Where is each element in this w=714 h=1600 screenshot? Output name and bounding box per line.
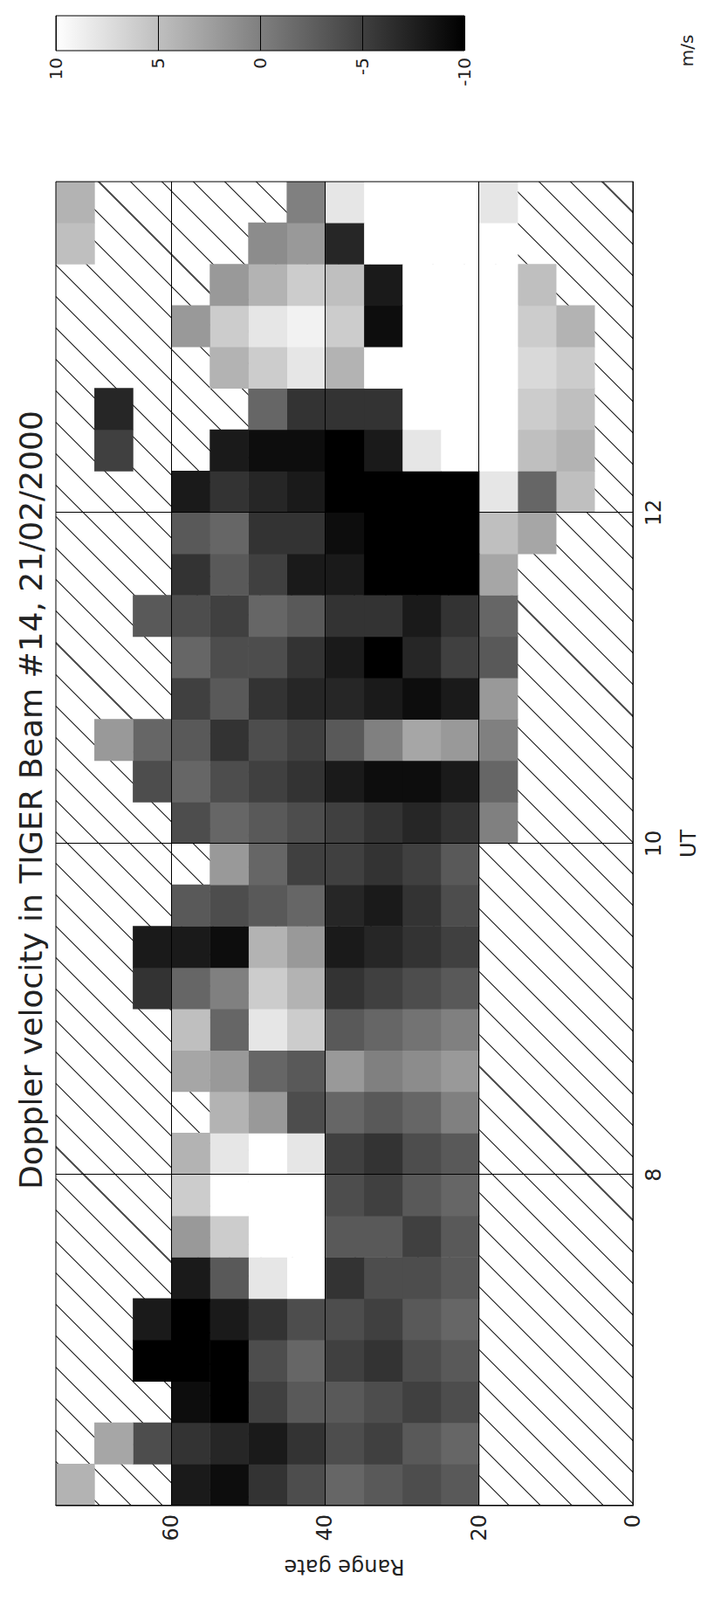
svg-text:60: 60 (158, 1513, 184, 1541)
svg-text:Range gate: Range gate (284, 1553, 406, 1579)
svg-text:8: 8 (641, 1167, 666, 1181)
svg-text:10: 10 (641, 830, 666, 858)
svg-text:UT: UT (676, 829, 701, 859)
svg-text:-5: -5 (351, 57, 373, 76)
svg-text:20: 20 (466, 1513, 492, 1541)
svg-text:40: 40 (312, 1513, 337, 1541)
svg-text:12: 12 (641, 499, 666, 527)
svg-text:0: 0 (249, 57, 271, 69)
svg-text:m/s: m/s (676, 34, 698, 68)
svg-text:0: 0 (620, 1513, 646, 1527)
svg-text:Doppler velocity in TIGER Beam: Doppler velocity in TIGER Beam #14, 21/0… (13, 410, 49, 1189)
svg-text:-10: -10 (453, 57, 475, 87)
svg-text:10: 10 (45, 57, 67, 80)
svg-text:5: 5 (147, 57, 169, 69)
